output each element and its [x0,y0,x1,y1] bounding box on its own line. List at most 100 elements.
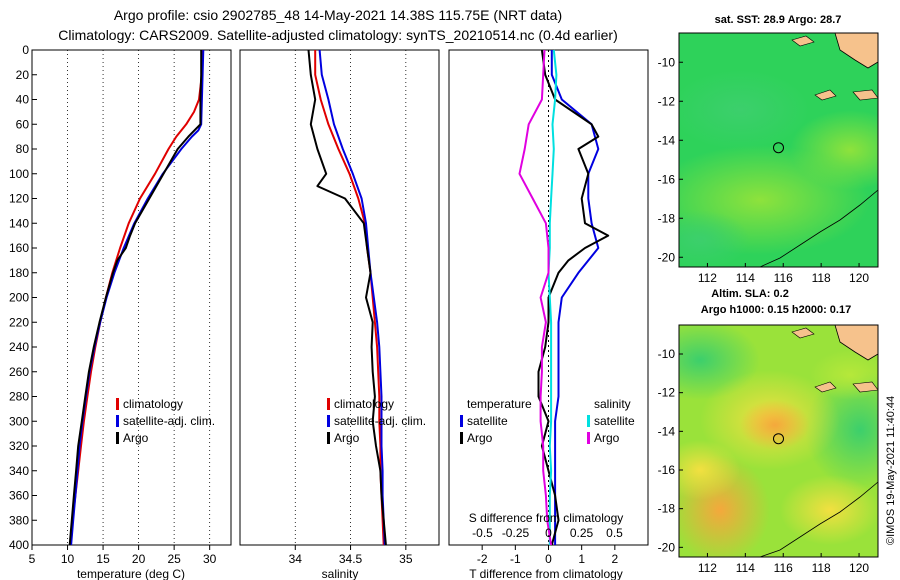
temperature-legend: climatology satellite-adj. clim. Argo [116,397,215,445]
sla-map-title-line2: Argo h1000: 0.15 h2000: 0.17 [701,304,851,316]
x-tick-label: 20 [132,552,146,566]
s-tick-label: 0.25 [570,526,594,540]
lon-tick-label: 114 [736,271,755,285]
island [852,89,878,101]
x-tick-label: 30 [203,552,217,566]
lat-tick-label: -12 [658,94,676,108]
lon-tick-label: 116 [774,271,793,285]
title-line1: Argo profile: csio 2902785_48 14-May-202… [114,7,562,23]
legend-label-argo: Argo [334,431,360,445]
y-tick-label: 180 [9,266,29,280]
legend-label-s-satellite: satellite [594,414,635,428]
y-tick-label: 400 [9,538,29,552]
legend-swatch-s-argo [587,432,590,444]
lat-tick-label: -18 [658,211,676,225]
y-tick-label: 80 [16,142,30,156]
series-line-satellite-adj-clim- [70,49,205,546]
y-tick-label: 320 [9,439,29,453]
sla-map-frame [678,324,879,558]
x-tick-label: 34 [289,552,303,566]
series-line-argo [68,50,203,546]
legend-swatch-satellite [327,415,330,427]
x-tick-label: 10 [61,552,75,566]
s-tick-label: 0 [545,526,552,540]
y-tick-label: 20 [16,68,30,82]
x-tick-label: 15 [96,552,110,566]
imos-credit: ©IMOS 19-May-2021 11:40:44 [885,396,897,545]
s-tick-label: 0.5 [606,526,623,540]
y-tick-label: 40 [16,93,30,107]
y-tick-label: 340 [9,464,29,478]
salinity-frame [239,49,440,546]
series-line-argo [307,49,387,546]
s-tick-label: -0.25 [502,526,530,540]
legend-label-t-argo: Argo [467,431,493,445]
argo-position-marker [773,433,784,445]
lat-tick-label: -14 [658,424,676,438]
series-line-climatology [314,50,385,546]
title-line2: Climatology: CARS2009. Satellite-adjuste… [58,27,618,43]
x-tick-label: 25 [167,552,181,566]
legend-label-satellite: satellite-adj. clim. [334,414,426,428]
series-line-s-satellite [547,49,558,545]
sst-map-title: sat. SST: 28.9 Argo: 28.7 [715,14,842,26]
legend-swatch-argo [116,432,119,444]
legend-swatch-satellite [116,415,119,427]
y-tick-label: 280 [9,390,29,404]
y-tick-label: 360 [9,489,29,503]
y-tick-label: 140 [9,216,29,230]
island [814,89,837,101]
x-tick-label: 5 [29,552,36,566]
y-tick-label: 0 [22,43,29,57]
legend-label-climatology: climatology [123,397,183,411]
legend-label-t-satellite: satellite [467,414,508,428]
lon-tick-label: 118 [812,561,831,575]
lon-tick-label: 118 [812,271,831,285]
legend-label-s-argo: Argo [594,431,620,445]
lon-tick-label: 112 [698,271,717,285]
legend-swatch-argo [327,432,330,444]
legend-swatch-s-satellite [587,415,590,427]
sst-map: 112 114 116 118 120 -10 -12 -14 -16 -18 -20 [658,32,879,285]
y-tick-label: 220 [9,315,29,329]
lat-tick-label: -16 [658,463,676,477]
sst-map-frame [678,32,879,268]
legend-swatch-t-satellite [460,415,463,427]
difference-legend: temperature satellite Argo salinity sate… [460,397,635,445]
lat-tick-label: -16 [658,172,676,186]
salinity-panel: 34 34.5 35 salinity climatology satellite-… [239,49,440,580]
lon-tick-label: 120 [849,271,869,285]
y-tick-label: 160 [9,241,29,255]
bathymetry-contour [759,481,878,557]
temperature-xlabel: temperature (deg C) [77,567,185,580]
legend-swatch-climatology [327,398,330,410]
salinity-legend: climatology satellite-adj. clim. Argo [327,397,426,445]
lon-tick-label: 112 [698,561,717,575]
y-tick-label: 120 [9,192,29,206]
legend-title-temperature: temperature [467,397,532,411]
lat-tick-label: -10 [658,347,676,361]
y-tick-label: 300 [9,414,29,428]
lat-tick-label: -14 [658,133,676,147]
legend-swatch-climatology [116,398,119,410]
legend-label-argo: Argo [123,431,149,445]
y-tick-label: 260 [9,365,29,379]
s-difference-label: S difference from climatology [469,511,624,525]
x-tick-label: -2 [477,552,488,566]
series-line-s-argo [518,49,553,546]
legend-label-climatology: climatology [334,397,394,411]
sla-map-title-line1: Altim. SLA: 0.2 [711,288,789,300]
island [814,381,837,393]
lon-tick-label: 120 [849,561,869,575]
x-tick-label: -1 [510,552,521,566]
island [791,327,815,339]
x-tick-label: 2 [611,552,618,566]
argo-position-marker [773,142,784,154]
x-tick-label: 35 [399,552,413,566]
temperature-frame [31,49,232,546]
sla-map: 112 114 116 118 120 -10 -12 -14 -16 -18 -20 [658,324,879,575]
lat-tick-label: -10 [658,55,676,69]
lat-tick-label: -12 [658,386,676,400]
legend-swatch-t-argo [460,432,463,444]
